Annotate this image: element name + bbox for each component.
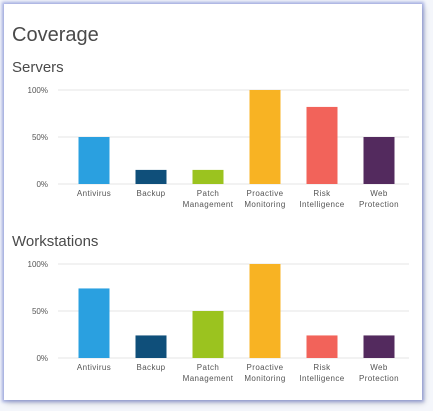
y-tick-label: 0% xyxy=(36,180,48,189)
bar[interactable] xyxy=(135,169,167,184)
servers-bar-chart: 100% 50% 0% Antivirus Backup Patch Management P… xyxy=(28,86,409,209)
category-label: Antivirus xyxy=(77,189,111,198)
category-label: Intelligence xyxy=(299,200,344,209)
workstations-bar-chart: 100% 50% 0% Antivirus Backup Patch Management P… xyxy=(28,260,409,383)
category-label: Antivirus xyxy=(77,363,111,372)
y-tick-label: 100% xyxy=(28,86,48,95)
category-label: Monitoring xyxy=(244,374,285,383)
category-label: Patch xyxy=(197,363,219,372)
category-label: Intelligence xyxy=(299,374,344,383)
y-tick-label: 50% xyxy=(32,133,48,142)
category-label: Monitoring xyxy=(244,200,285,209)
category-label: Protection xyxy=(359,200,399,209)
bar[interactable] xyxy=(192,169,224,184)
category-label: Proactive xyxy=(247,363,284,372)
y-tick-label: 0% xyxy=(36,354,48,363)
category-label: Risk xyxy=(313,363,331,372)
category-label: Backup xyxy=(136,189,165,198)
category-label: Web xyxy=(370,189,388,198)
bar[interactable] xyxy=(78,137,110,184)
category-label: Proactive xyxy=(247,189,284,198)
coverage-card: Coverage Servers 100% 50% 0% Antivirus Backu… xyxy=(4,4,422,400)
workstations-chart-title: Workstations xyxy=(12,233,99,250)
bar[interactable] xyxy=(363,335,395,358)
category-label: Management xyxy=(183,200,234,209)
category-label: Web xyxy=(370,363,388,372)
bar[interactable] xyxy=(249,264,281,358)
bar[interactable] xyxy=(135,335,167,358)
bar[interactable] xyxy=(192,311,224,358)
bar[interactable] xyxy=(306,335,338,358)
y-tick-label: 100% xyxy=(28,260,48,269)
category-label: Risk xyxy=(313,189,331,198)
category-label: Patch xyxy=(197,189,219,198)
bar[interactable] xyxy=(249,90,281,184)
category-label: Protection xyxy=(359,374,399,383)
bar[interactable] xyxy=(78,288,110,358)
bar[interactable] xyxy=(306,106,338,184)
category-label: Backup xyxy=(136,363,165,372)
servers-chart-title: Servers xyxy=(12,59,64,76)
bar[interactable] xyxy=(363,137,395,184)
y-tick-label: 50% xyxy=(32,307,48,316)
category-label: Management xyxy=(183,374,234,383)
page-title: Coverage xyxy=(12,24,99,46)
